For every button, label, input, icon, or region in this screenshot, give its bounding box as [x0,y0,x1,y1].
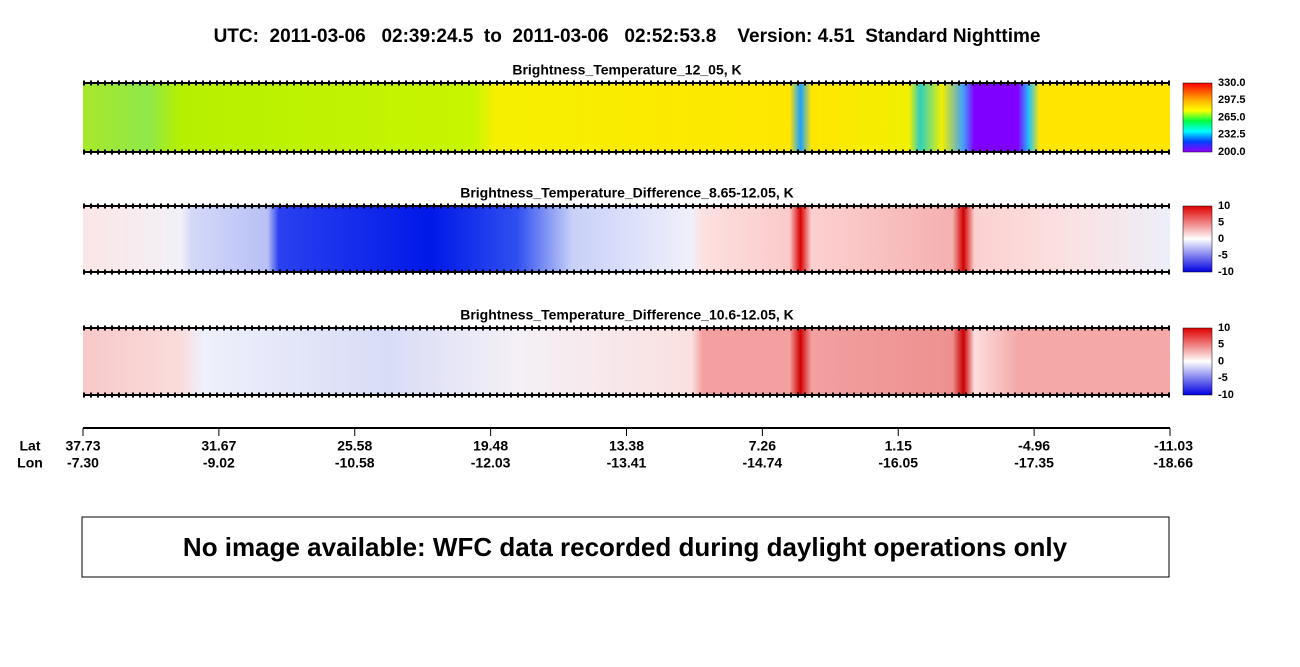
lat-value: 13.38 [609,438,644,454]
colorbar-label: -5 [1218,249,1228,261]
lon-value: -7.30 [67,455,99,471]
colorbar [1182,205,1213,273]
colorbar-label: 265.0 [1218,111,1246,123]
message: No image available: WFC data recorded du… [183,532,1068,562]
lat-value: 37.73 [65,438,100,454]
message-box [81,516,1170,578]
lat-value: -11.03 [1154,438,1193,454]
colorbar [1182,327,1213,396]
colorbar-label: 5 [1218,216,1224,228]
lat-value: 25.58 [337,438,372,454]
colorbar-label: -10 [1218,389,1234,401]
lat-value: 31.67 [201,438,236,454]
lon-value: -9.02 [203,455,235,471]
colorbar-label: 232.5 [1218,129,1246,141]
lat-value: 7.26 [749,438,776,454]
colorbar-label: 5 [1218,339,1224,351]
lon-value: -16.05 [878,455,918,471]
lat-value: -4.96 [1018,438,1050,454]
lon-value: -14.74 [743,455,783,471]
lat-label: Lat [20,438,41,454]
colorbar-label: -10 [1218,266,1234,278]
lon-value: -13.41 [607,455,647,471]
lon-value: -17.35 [1014,455,1054,471]
lon-value: -10.58 [335,455,375,471]
lat-value: 19.48 [473,438,508,454]
colorbar-label: 10 [1218,322,1230,334]
image-strip [83,83,1170,152]
lon-value: -18.66 [1153,455,1193,471]
lon-value: -12.03 [471,455,511,471]
lat-value: 1.15 [885,438,912,454]
panel-title: Brightness_Temperature_Difference_8.65-1… [460,185,794,201]
colorbar-label: 200.0 [1218,146,1246,158]
image-strip [83,206,1170,272]
title: UTC: 2011-03-06 02:39:24.5 to 2011-03-06… [214,26,1041,47]
colorbar-label: 0 [1218,355,1224,367]
colorbar-label: -5 [1218,372,1228,384]
colorbar [1182,82,1213,153]
colorbar-label: 330.0 [1218,77,1246,89]
colorbar-label: 0 [1218,233,1224,245]
image-strip [83,328,1170,395]
lon-label: Lon [17,455,43,471]
colorbar-label: 297.5 [1218,94,1246,106]
colorbar-label: 10 [1218,200,1230,212]
panel-title: Brightness_Temperature_Difference_10.6-1… [460,307,794,323]
panel-title: Brightness_Temperature_12_05, K [512,62,741,78]
